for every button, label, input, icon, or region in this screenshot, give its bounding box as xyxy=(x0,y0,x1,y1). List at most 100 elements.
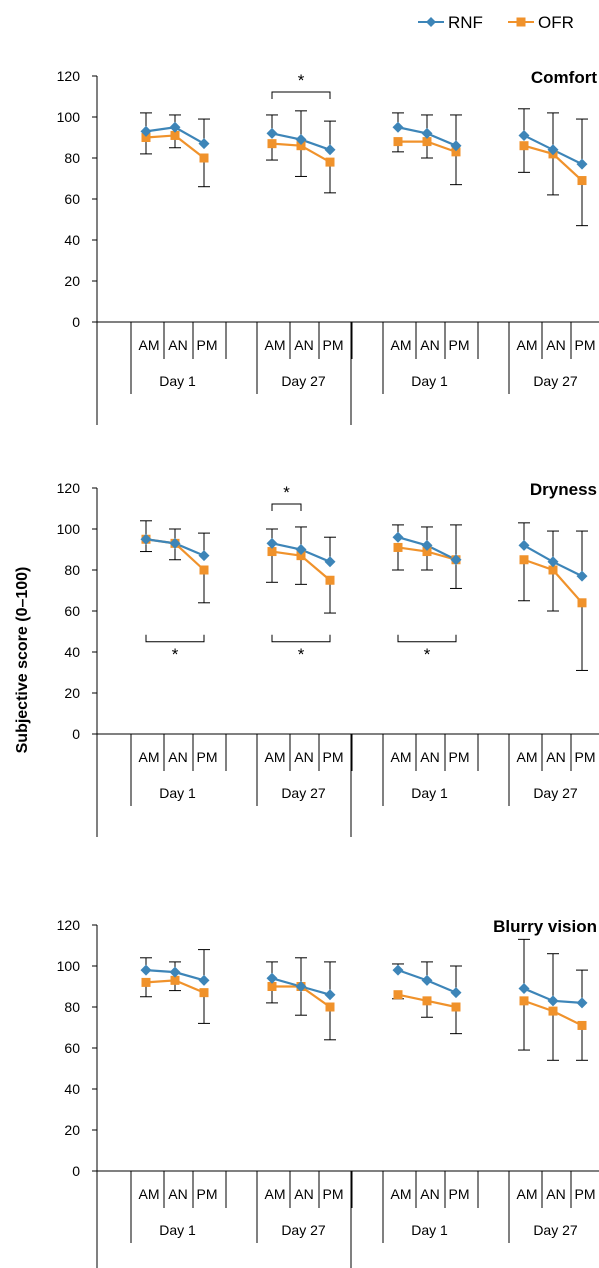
x-category-label: AN xyxy=(294,337,313,353)
x-category-label: AN xyxy=(168,337,187,353)
x-category-label: AN xyxy=(546,1186,565,1202)
y-tick-label: 0 xyxy=(72,726,80,742)
y-tick-label: 80 xyxy=(64,562,80,578)
y-tick-label: 100 xyxy=(57,958,81,974)
y-tick-label: 20 xyxy=(64,685,80,701)
y-tick-label: 80 xyxy=(64,150,80,166)
data-point-ofr xyxy=(451,1002,461,1012)
y-tick-label: 120 xyxy=(57,68,81,84)
data-point-rnf xyxy=(450,140,462,152)
data-point-ofr xyxy=(141,133,151,142)
data-point-ofr xyxy=(199,565,209,575)
legend-item-ofr: OFR xyxy=(508,13,574,32)
data-point-rnf xyxy=(518,129,530,141)
data-point-ofr xyxy=(577,176,587,186)
data-point-rnf xyxy=(324,556,336,568)
panel-title: Dryness xyxy=(530,480,597,499)
significance-bracket-line xyxy=(145,634,205,643)
x-category-label: AM xyxy=(391,1186,412,1202)
x-category-label: PM xyxy=(575,337,596,353)
data-point-ofr xyxy=(325,1002,335,1012)
x-category-label: PM xyxy=(575,749,596,765)
significance-bracket-line xyxy=(271,91,331,99)
data-point-ofr xyxy=(325,157,335,167)
data-point-ofr xyxy=(267,139,277,149)
legend: RNF OFR xyxy=(418,13,574,32)
data-point-ofr xyxy=(296,551,306,561)
data-point-rnf xyxy=(576,570,588,582)
x-category-label: PM xyxy=(323,749,344,765)
data-point-ofr xyxy=(141,977,151,987)
x-group-label: Day 27 xyxy=(281,1222,326,1238)
x-group-label: Day 1 xyxy=(159,785,196,801)
data-point-rnf xyxy=(392,121,404,133)
significance-star: * xyxy=(298,645,305,664)
y-tick-label: 120 xyxy=(57,480,81,496)
x-category-label: PM xyxy=(323,1186,344,1202)
x-group-label: Day 27 xyxy=(533,1222,578,1238)
y-tick-label: 100 xyxy=(57,521,81,537)
data-point-rnf xyxy=(198,974,210,986)
data-point-rnf xyxy=(295,134,307,146)
data-point-rnf xyxy=(421,539,433,551)
data-point-ofr xyxy=(267,982,277,991)
x-category-label: AN xyxy=(420,337,439,353)
data-point-rnf xyxy=(450,987,462,999)
significance-bracket-line xyxy=(397,634,457,643)
data-point-rnf xyxy=(392,964,404,976)
data-point-ofr xyxy=(577,598,587,608)
data-point-rnf xyxy=(518,983,530,995)
x-category-label: PM xyxy=(449,1186,470,1202)
panel-blurry-vision: Blurry vision 0 20 40 60 80 100 120 AM AN PM Day 1 A… xyxy=(57,917,599,1268)
data-point-ofr xyxy=(577,1020,587,1030)
x-category-label: AM xyxy=(139,337,160,353)
data-point-ofr xyxy=(325,575,335,585)
data-point-rnf xyxy=(198,138,210,150)
x-group-label: Day 27 xyxy=(281,373,326,389)
data-point-rnf xyxy=(324,989,336,1001)
significance-bracket: * xyxy=(271,634,331,664)
data-point-rnf xyxy=(169,537,181,549)
data-point-rnf xyxy=(392,531,404,543)
y-tick-label: 40 xyxy=(64,232,80,248)
x-group-label: Day 1 xyxy=(411,373,448,389)
x-group-label: Day 27 xyxy=(281,785,326,801)
y-tick-label: 40 xyxy=(64,644,80,660)
data-point-rnf xyxy=(140,964,152,976)
x-category-label: AN xyxy=(294,749,313,765)
x-category-label: PM xyxy=(197,749,218,765)
data-point-ofr xyxy=(519,141,529,151)
data-point-ofr xyxy=(199,988,209,998)
x-category-label: AM xyxy=(391,337,412,353)
panel-title: Comfort xyxy=(531,68,597,87)
x-category-label: AM xyxy=(265,749,286,765)
y-tick-label: 60 xyxy=(64,1040,80,1056)
x-category-label: AM xyxy=(517,1186,538,1202)
x-category-label: AM xyxy=(391,749,412,765)
data-point-ofr xyxy=(519,996,529,1006)
y-tick-label: 20 xyxy=(64,273,80,289)
y-tick-label: 60 xyxy=(64,191,80,207)
x-group-label: Day 1 xyxy=(411,785,448,801)
data-point-rnf xyxy=(450,554,462,566)
data-point-rnf xyxy=(198,550,210,562)
x-category-label: AN xyxy=(294,1186,313,1202)
data-point-ofr xyxy=(451,147,461,157)
data-point-rnf xyxy=(518,539,530,551)
x-category-label: AN xyxy=(420,749,439,765)
data-point-ofr xyxy=(548,565,558,575)
legend-label: OFR xyxy=(538,13,574,32)
significance-bracket: * xyxy=(145,634,205,664)
data-point-ofr xyxy=(548,1006,558,1016)
x-category-label: PM xyxy=(575,1186,596,1202)
x-category-label: AM xyxy=(139,749,160,765)
y-tick-label: 80 xyxy=(64,999,80,1015)
x-category-label: PM xyxy=(449,337,470,353)
legend-item-rnf: RNF xyxy=(418,13,483,32)
data-point-ofr xyxy=(170,130,180,140)
panel-dryness: Dryness 0 20 40 60 80 100 120 AM AN PM Day 1 AM AN PM D… xyxy=(57,480,599,837)
panels: Comfort 0 20 40 60 80 100 120 AM AN PM Day 1 AM AN PM D… xyxy=(57,68,599,1268)
data-point-rnf xyxy=(547,556,559,568)
data-point-ofr xyxy=(170,975,180,985)
data-point-rnf xyxy=(266,537,278,549)
